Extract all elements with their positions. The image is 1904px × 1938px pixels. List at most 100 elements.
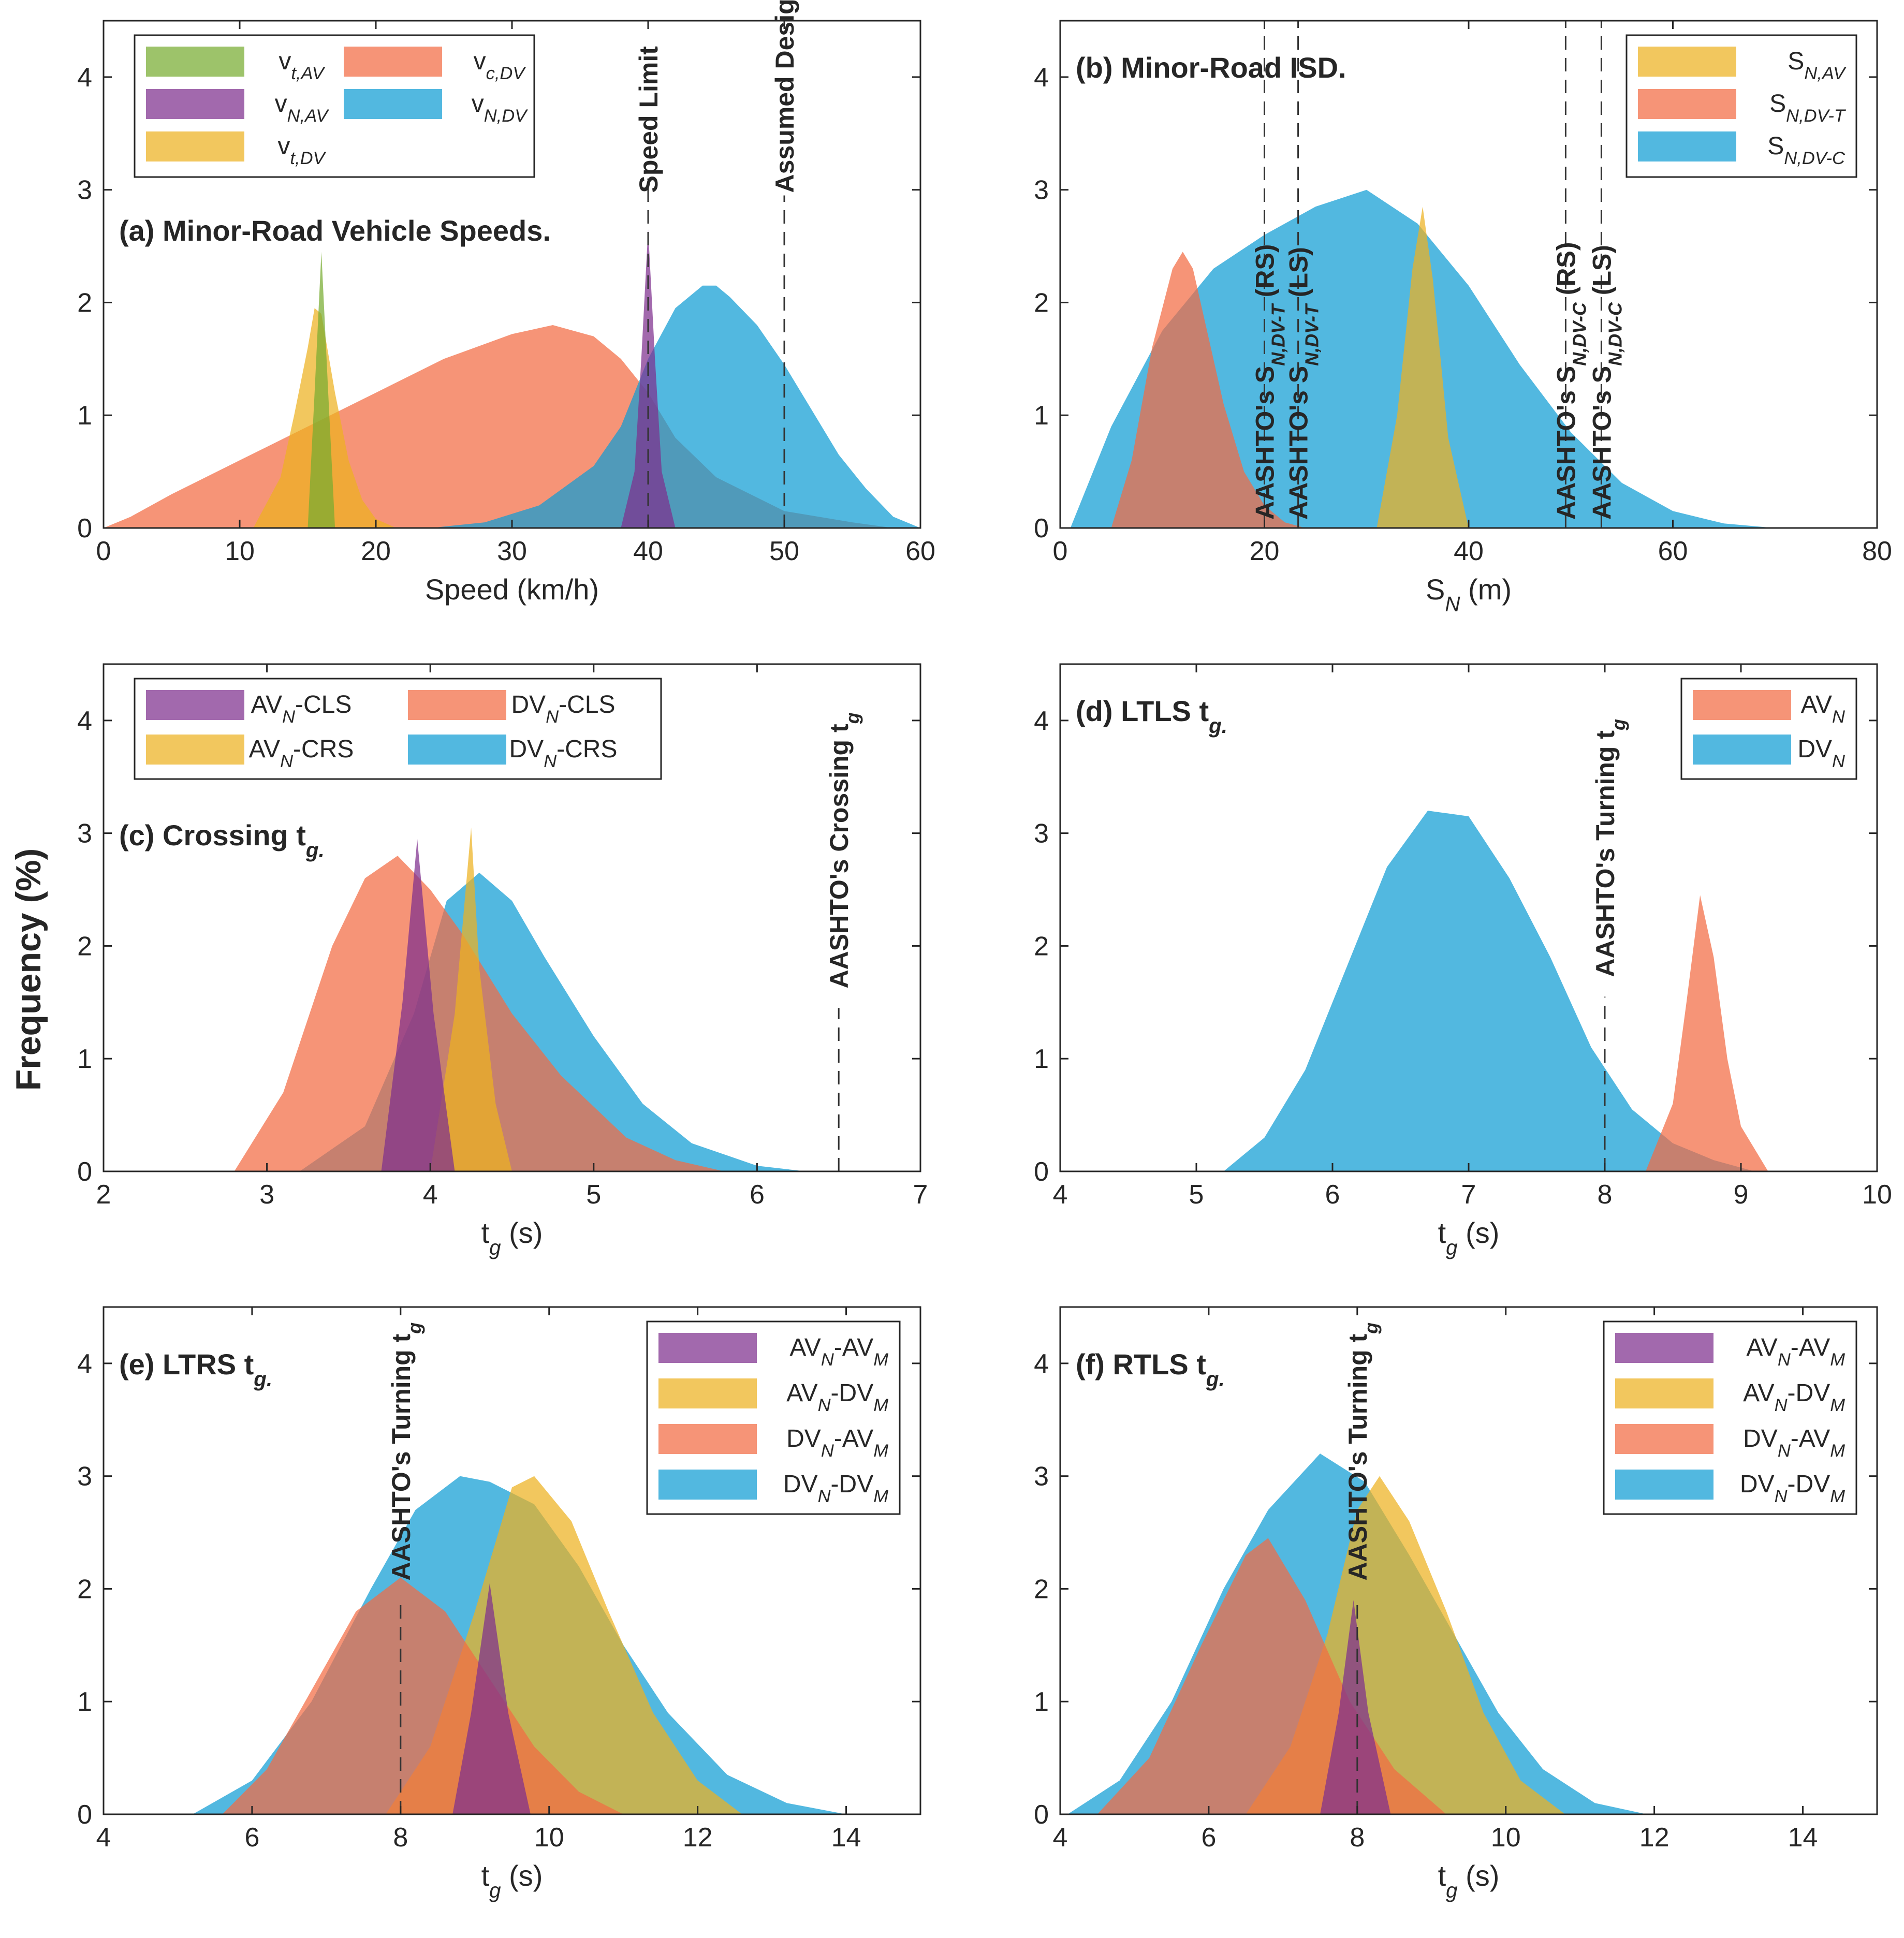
y-tick-label: 0 <box>77 1157 92 1187</box>
legend-swatch <box>658 1424 757 1454</box>
legend-swatch <box>1615 1470 1713 1500</box>
x-tick-label: 2 <box>96 1180 111 1210</box>
x-tick-label: 9 <box>1734 1180 1749 1210</box>
panel-title: (d) LTLS tg. <box>1076 695 1227 738</box>
legend-swatch <box>146 47 244 77</box>
legend-swatch <box>1638 47 1736 77</box>
legend-label: SN,AV <box>1788 48 1847 83</box>
x-tick-label: 4 <box>1053 1180 1068 1210</box>
x-tick-label: 14 <box>831 1823 861 1853</box>
series-group <box>234 827 807 1171</box>
annotation-label: AASHTO's Crossing tg <box>825 712 863 988</box>
x-tick-label: 10 <box>1491 1823 1521 1853</box>
annotation-label: AASHTO's SN,DV-C (RS) <box>1551 242 1590 520</box>
legend-label: DVN-AVM <box>1743 1425 1845 1461</box>
legend-label: DVN-DVM <box>783 1471 888 1506</box>
series-area-av-n <box>1645 895 1768 1171</box>
x-tick-label: 12 <box>1639 1823 1669 1853</box>
legend-label: DVN-AVM <box>786 1425 888 1461</box>
legend-label: vN,DV <box>472 90 528 126</box>
annotation-label: AASHTO's Turning tg <box>1343 1323 1382 1581</box>
annotation-label: AASHTO's SN,DV-C (LS) <box>1587 245 1625 520</box>
y-tick-label: 1 <box>77 1044 92 1074</box>
y-tick-label: 1 <box>1034 1687 1049 1717</box>
legend-swatch <box>146 735 244 765</box>
legend-swatch <box>344 47 442 77</box>
legend: AVN-CLS AVN-CRS DVN-CLS DVN-CRS <box>134 678 662 780</box>
legend-label: AVN-AVM <box>789 1334 888 1370</box>
annotation-label: AASHTO's Turning tg <box>387 1323 425 1581</box>
x-tick-label: 7 <box>1461 1180 1476 1210</box>
axes-frame <box>102 1306 921 1815</box>
legend-label: DVN-DVM <box>1740 1471 1845 1506</box>
x-tick-label: 40 <box>1454 536 1484 566</box>
legend: AVN-AVM AVN-DVM DVN-AVM DVN-DVM <box>1603 1320 1857 1515</box>
legend-label: AVN <box>1801 691 1845 727</box>
legend-swatch <box>1615 1378 1713 1408</box>
x-tick-label: 8 <box>1598 1180 1613 1210</box>
x-tick-label: 60 <box>905 536 935 566</box>
legend-swatch <box>1693 735 1791 765</box>
y-tick-label: 0 <box>1034 513 1049 544</box>
x-tick-label: 7 <box>913 1180 928 1210</box>
x-axis-label: tg (s) <box>481 1216 543 1259</box>
x-tick-label: 20 <box>361 536 391 566</box>
legend-swatch <box>1615 1424 1713 1454</box>
y-tick-label: 3 <box>1034 175 1049 205</box>
y-tick-label: 3 <box>1034 1462 1049 1492</box>
annotation-label: Speed Limit <box>634 46 663 193</box>
x-tick-label: 0 <box>1053 536 1068 566</box>
y-tick-label: 4 <box>77 706 92 736</box>
legend-swatch <box>1615 1333 1713 1363</box>
legend-label: SN,DV-T <box>1769 90 1847 126</box>
y-tick-label: 1 <box>77 401 92 431</box>
annotation-label: AASHTO's SN,DV-T (LS) <box>1284 247 1323 520</box>
x-axis-label: tg (s) <box>1438 1859 1500 1902</box>
y-tick-label: 3 <box>1034 819 1049 849</box>
x-tick-label: 6 <box>750 1180 765 1210</box>
x-tick-label: 0 <box>96 536 111 566</box>
panel-c: AASHTO's Crossing tg 2 3 4 5 6 7 0 1 2 3 4 tg (s) (c)… <box>77 663 928 1259</box>
x-tick-label: 6 <box>244 1823 259 1853</box>
y-tick-label: 3 <box>77 819 92 849</box>
x-tick-label: 6 <box>1325 1180 1340 1210</box>
y-tick-label: 2 <box>1034 931 1049 961</box>
series-area-v-n-av <box>621 229 676 528</box>
legend: vt,AV vN,AV vt,DV vc,DV vN,DV <box>134 34 535 178</box>
y-tick-label: 2 <box>1034 288 1049 318</box>
series-group <box>1070 189 1775 528</box>
legend-label: DVN-CRS <box>509 736 618 771</box>
panel-title: (e) LTRS tg. <box>119 1348 272 1391</box>
annotation-label: AASHTO's Turning tg <box>1591 719 1629 977</box>
legend-label: SN,DV-C <box>1767 133 1846 168</box>
x-axis-label: tg (s) <box>481 1859 543 1902</box>
legend-swatch <box>658 1378 757 1408</box>
x-axis-label: Speed (km/h) <box>425 573 599 606</box>
y-tick-label: 4 <box>77 63 92 93</box>
legend-swatch <box>408 690 506 720</box>
legend: SN,AV SN,DV-T SN,DV-C <box>1625 34 1857 178</box>
legend-label: vt,AV <box>279 48 325 83</box>
x-axis-label: tg (s) <box>1438 1216 1500 1259</box>
y-tick-label: 4 <box>1034 1349 1049 1379</box>
x-tick-label: 5 <box>1189 1180 1204 1210</box>
legend: AVN DVN <box>1680 678 1857 780</box>
y-tick-label: 4 <box>1034 63 1049 93</box>
x-axis-label: SN (m) <box>1426 573 1512 616</box>
legend-swatch <box>344 89 442 119</box>
series-area-s-n-dv-t <box>1111 252 1306 528</box>
series-area-av-n-av-m <box>452 1583 531 1814</box>
series-group <box>1223 811 1768 1171</box>
panel-d: AASHTO's Turning tg 4 5 6 7 8 9 10 0 1 2 3 4 tg (s) (d… <box>1034 663 1892 1259</box>
y-tick-label: 2 <box>77 288 92 318</box>
y-tick-label: 1 <box>1034 1044 1049 1074</box>
legend-label: AVN-DVM <box>1743 1379 1845 1415</box>
series-group <box>193 1476 846 1814</box>
legend-label: DVN <box>1797 736 1845 771</box>
legend-label: AVN-CRS <box>249 736 354 771</box>
